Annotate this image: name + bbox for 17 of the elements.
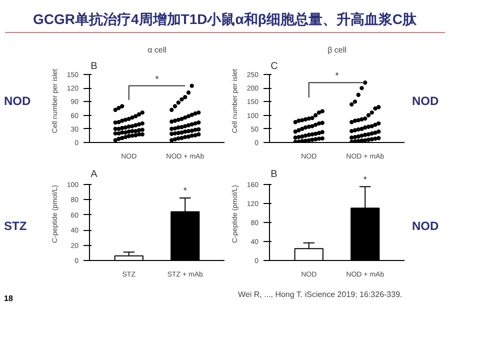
annotation: * (335, 70, 340, 81)
text: STZ (4, 218, 27, 235)
chart-title: β cell (328, 46, 347, 54)
text: NOD (412, 218, 439, 235)
text: NOD (4, 93, 31, 110)
text: B (90, 60, 98, 72)
text: B (270, 169, 278, 180)
text: A (90, 169, 98, 180)
text: GCGR单抗治疗4周增加T1D小鼠α和β细胞总量、升高血浆C肽 (33, 10, 416, 29)
text: C (270, 60, 278, 72)
annotation: * (155, 74, 160, 84)
text: Wei R, ..., Hong T. iScience 2019; 16:326-339. (238, 289, 402, 300)
text: * (363, 174, 368, 184)
annotation: * (183, 186, 188, 196)
chart-title: α cell (148, 46, 167, 54)
text: NOD (412, 93, 439, 110)
text: 18 (4, 293, 13, 304)
